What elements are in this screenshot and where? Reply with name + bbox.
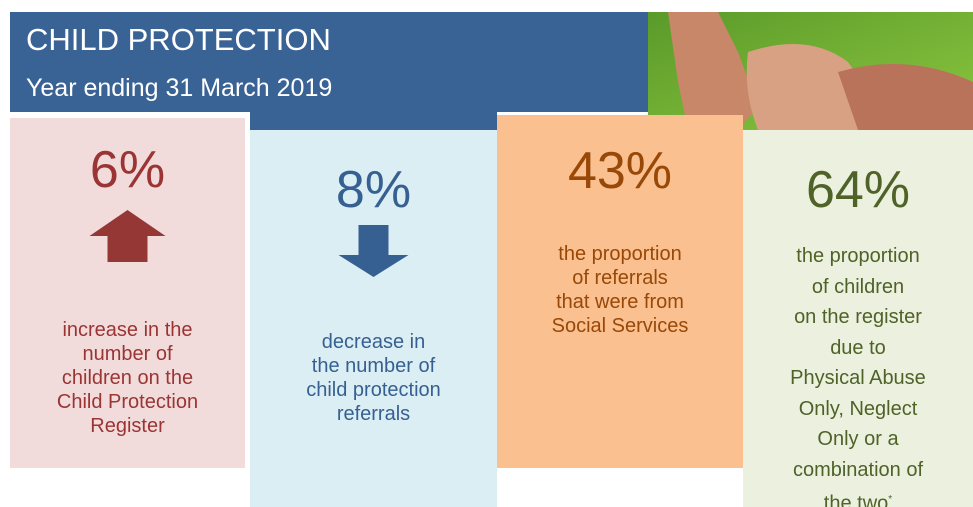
header-band	[10, 12, 648, 112]
stat-text: Only, Neglect	[798, 397, 918, 420]
stat-text: the proportion	[796, 245, 920, 267]
stat-text: number of	[82, 343, 173, 365]
footnote-mark: *	[888, 494, 893, 505]
stat-text: Child Protection	[56, 391, 199, 413]
stat-card: 6% increase in the number of children on th…	[10, 118, 245, 468]
stat-card: 64% the proportion of children on the regis…	[743, 130, 973, 507]
stat-text: due to	[830, 336, 886, 359]
stat-text: on the register	[794, 306, 922, 328]
title: CHILD PROTECTION	[26, 22, 331, 57]
stat-text: Social Services	[551, 315, 689, 337]
stat-text: of children	[811, 275, 905, 298]
stat-text: child protection	[306, 379, 441, 401]
arrow-up	[89, 210, 166, 262]
stat-text: combination of	[792, 458, 924, 481]
stat-text: decrease in	[321, 331, 426, 353]
photo	[648, 12, 973, 130]
stat-text: Physical Abuse	[790, 367, 926, 389]
subtitle: Year ending 31 March 2019	[26, 74, 333, 102]
stat-text: the number of	[311, 355, 436, 377]
stat-text: Register	[90, 415, 165, 437]
arrow-down	[338, 225, 409, 277]
stat-text: the proportion	[558, 243, 682, 265]
stat-text: that were from	[556, 291, 684, 313]
stat-figure: 43%	[567, 142, 673, 200]
stat-card: 43% the proportion of referrals that were f…	[497, 115, 743, 468]
header-band	[250, 100, 497, 130]
stat-text: of referrals	[572, 267, 668, 289]
stat-text: the two*	[823, 492, 893, 507]
stat-text: referrals	[336, 403, 411, 425]
stat-text: increase in the	[62, 319, 193, 341]
stat-text: Only or a	[817, 428, 899, 450]
stat-figure: 64%	[805, 161, 911, 219]
stat-text: children on the	[61, 367, 194, 389]
stat-figure: 6%	[89, 141, 166, 199]
stat-figure: 8%	[335, 161, 412, 219]
stat-card: 8% decrease in the number of child protecti…	[250, 130, 497, 507]
